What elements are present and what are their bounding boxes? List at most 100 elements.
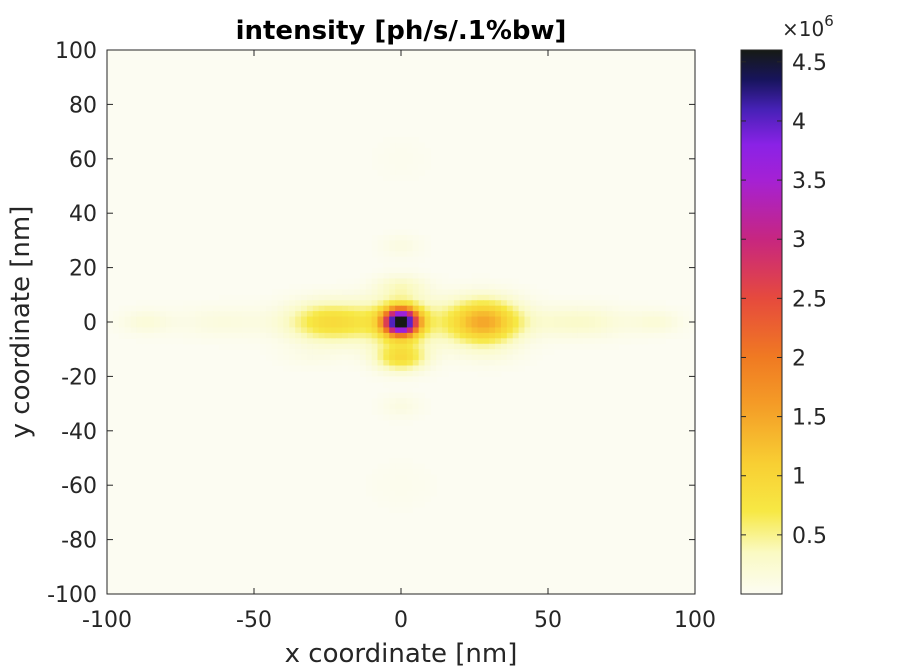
heatmap-cell <box>412 311 420 318</box>
heatmap-cell <box>377 490 384 497</box>
heatmap-cell <box>154 311 161 318</box>
heatmap-cell <box>389 305 396 312</box>
heatmap-cell <box>271 300 279 307</box>
heatmap-cell <box>195 338 202 345</box>
heatmap-cell <box>271 343 279 350</box>
heatmap-cell <box>377 414 384 421</box>
heatmap-cell <box>395 458 402 465</box>
heatmap-cell <box>524 283 531 290</box>
heatmap-cell <box>524 300 531 307</box>
heatmap-cell <box>600 343 608 350</box>
heatmap-cell <box>348 300 355 307</box>
heatmap-cell <box>383 267 390 274</box>
heatmap-cell <box>254 343 261 350</box>
heatmap-cell <box>530 294 537 301</box>
heatmap-cell <box>395 490 402 497</box>
heatmap-cell <box>453 327 461 334</box>
heatmap-cell <box>683 327 690 334</box>
heatmap-cell <box>512 327 520 334</box>
heatmap-cell <box>548 327 555 334</box>
heatmap-cell <box>230 338 237 345</box>
colorbar-tick-label: 3 <box>792 228 806 253</box>
heatmap-cell <box>430 322 437 329</box>
heatmap-cell <box>548 311 555 318</box>
heatmap-cell <box>406 349 414 356</box>
heatmap-cell <box>342 316 349 323</box>
heatmap-cell <box>389 463 396 470</box>
heatmap-cell <box>107 311 114 318</box>
heatmap-cell <box>424 322 431 329</box>
heatmap-cell <box>600 311 608 318</box>
heatmap-cell <box>324 289 332 296</box>
heatmap-cell <box>248 322 255 329</box>
heatmap-cell <box>218 305 226 312</box>
heatmap-cell <box>365 376 373 383</box>
heatmap-cell <box>371 468 379 475</box>
heatmap-cell <box>536 338 543 345</box>
heatmap-cell <box>477 349 484 356</box>
heatmap-cell <box>418 169 426 176</box>
heatmap-cell <box>301 338 308 345</box>
heatmap-cell <box>448 289 455 296</box>
heatmap-cell <box>406 387 414 394</box>
heatmap-cell <box>506 278 514 285</box>
heatmap-cell <box>612 300 620 307</box>
heatmap-cell <box>412 398 420 405</box>
heatmap-cell <box>389 327 396 334</box>
heatmap-cell <box>412 349 420 356</box>
heatmap-cell <box>295 343 302 350</box>
heatmap-cell <box>459 305 467 312</box>
heatmap-cell <box>471 300 479 307</box>
heatmap-cell <box>612 332 620 339</box>
heatmap-cell <box>342 294 349 301</box>
heatmap-cell <box>436 365 443 372</box>
heatmap-cell <box>630 332 637 339</box>
heatmap-cell <box>371 354 379 361</box>
heatmap-cell <box>295 294 302 301</box>
heatmap-cell <box>430 474 437 481</box>
heatmap-cell <box>201 327 208 334</box>
heatmap-cell <box>689 327 696 334</box>
heatmap-cell <box>324 332 332 339</box>
heatmap-cell <box>353 300 361 307</box>
heatmap-cell <box>471 322 479 329</box>
heatmap-cell <box>406 485 414 492</box>
heatmap-cell <box>389 392 396 399</box>
heatmap-cell <box>395 245 402 252</box>
heatmap-cell <box>383 485 390 492</box>
heatmap-cell <box>289 316 296 323</box>
heatmap-cell <box>265 305 273 312</box>
heatmap-cell <box>401 283 408 290</box>
heatmap-cell <box>542 294 549 301</box>
heatmap-cell <box>395 398 402 405</box>
heatmap-cell <box>412 370 420 377</box>
heatmap-cell <box>306 294 314 301</box>
heatmap-cell <box>565 316 573 323</box>
heatmap-cell <box>471 332 479 339</box>
heatmap-cell <box>406 283 414 290</box>
heatmap-cell <box>471 311 479 318</box>
heatmap-cell <box>148 316 155 323</box>
heatmap-cell <box>224 300 232 307</box>
heatmap-cell <box>248 305 255 312</box>
heatmap-cell <box>224 305 232 312</box>
heatmap-cell <box>283 300 290 307</box>
heatmap-cell <box>359 327 367 334</box>
x-tick-label: 100 <box>674 608 716 633</box>
heatmap-cell <box>595 332 602 339</box>
heatmap-cell <box>371 332 379 339</box>
heatmap-cell <box>283 311 290 318</box>
heatmap-cell <box>495 332 502 339</box>
heatmap-cell <box>224 332 232 339</box>
heatmap-cell <box>477 289 484 296</box>
heatmap-cell <box>542 300 549 307</box>
heatmap-cell <box>659 300 667 307</box>
heatmap-cell <box>395 501 402 508</box>
heatmap-cell <box>483 294 490 301</box>
heatmap-cell <box>306 360 314 367</box>
heatmap-cell <box>530 300 537 307</box>
heatmap-cell <box>389 338 396 345</box>
heatmap-cell <box>430 300 437 307</box>
heatmap-cell <box>389 289 396 296</box>
heatmap-cell <box>559 343 567 350</box>
